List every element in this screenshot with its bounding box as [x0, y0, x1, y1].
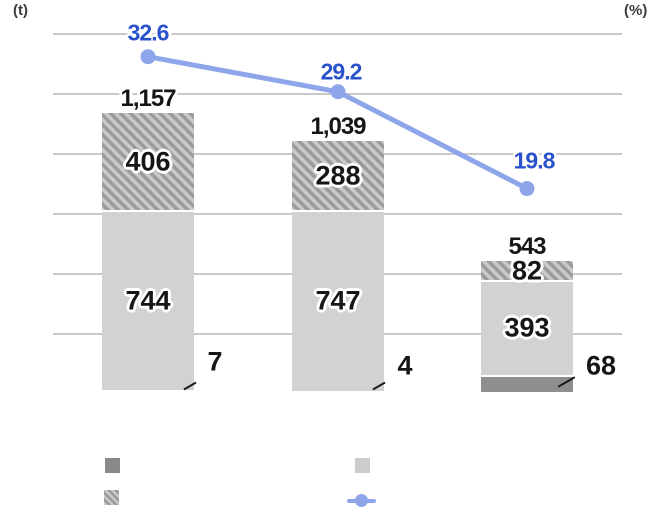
line-point-2: [330, 84, 346, 100]
bar-3-separator-1: [481, 375, 573, 378]
line-point-label-2: 29.2: [320, 58, 363, 85]
bar-3-segment-top-hatched: [481, 261, 573, 281]
legend-item-solid-light-square: [355, 458, 370, 473]
bar-3-total-label: 543: [508, 233, 546, 261]
right-axis-unit-label: (%): [624, 2, 648, 19]
bar-3-value-middle-solid-light: 393: [504, 312, 550, 343]
line-point-1: [140, 49, 156, 65]
bar-1-value-top-hatched: 406: [125, 146, 171, 177]
bar-2-value-middle-solid-light: 747: [315, 285, 361, 316]
bar-2-separator-2: [292, 209, 384, 212]
bar-1-value-middle-solid-light: 744: [125, 285, 171, 316]
bar-3-separator-2: [481, 279, 573, 282]
bar-3-bottom-value: 68: [585, 350, 617, 381]
line-point-label-1: 32.6: [127, 19, 170, 46]
legend-item-hatched-square: [104, 490, 119, 505]
bar-2-segment-middle-solid-light: [292, 210, 384, 392]
bar-2-total-label: 1,039: [310, 113, 366, 141]
gridline-1: [53, 33, 622, 35]
bar-1-total-label: 1,157: [120, 84, 176, 112]
bar-2-separator-1: [292, 390, 384, 393]
bar-1-separator-2: [102, 209, 194, 212]
left-axis-unit-label: (t): [13, 2, 28, 19]
legend-line-dot: [355, 494, 368, 507]
line-point-label-3: 19.8: [513, 147, 556, 174]
bar-3-value-top-hatched: 82: [511, 255, 543, 286]
bar-1-bottom-value: 7: [207, 346, 223, 377]
bar-1-separator-1: [102, 389, 194, 392]
legend-item-solid-dark-square: [105, 458, 120, 473]
bar-2-value-top-hatched: 288: [315, 160, 361, 191]
bar-2-bottom-value: 4: [397, 350, 413, 381]
bar-3-segment-middle-solid-light: [481, 280, 573, 377]
bar-1-segment-middle-solid-light: [102, 210, 194, 391]
bar-3-segment-bottom-solid-dark: [481, 376, 573, 393]
line-point-3: [519, 181, 535, 197]
